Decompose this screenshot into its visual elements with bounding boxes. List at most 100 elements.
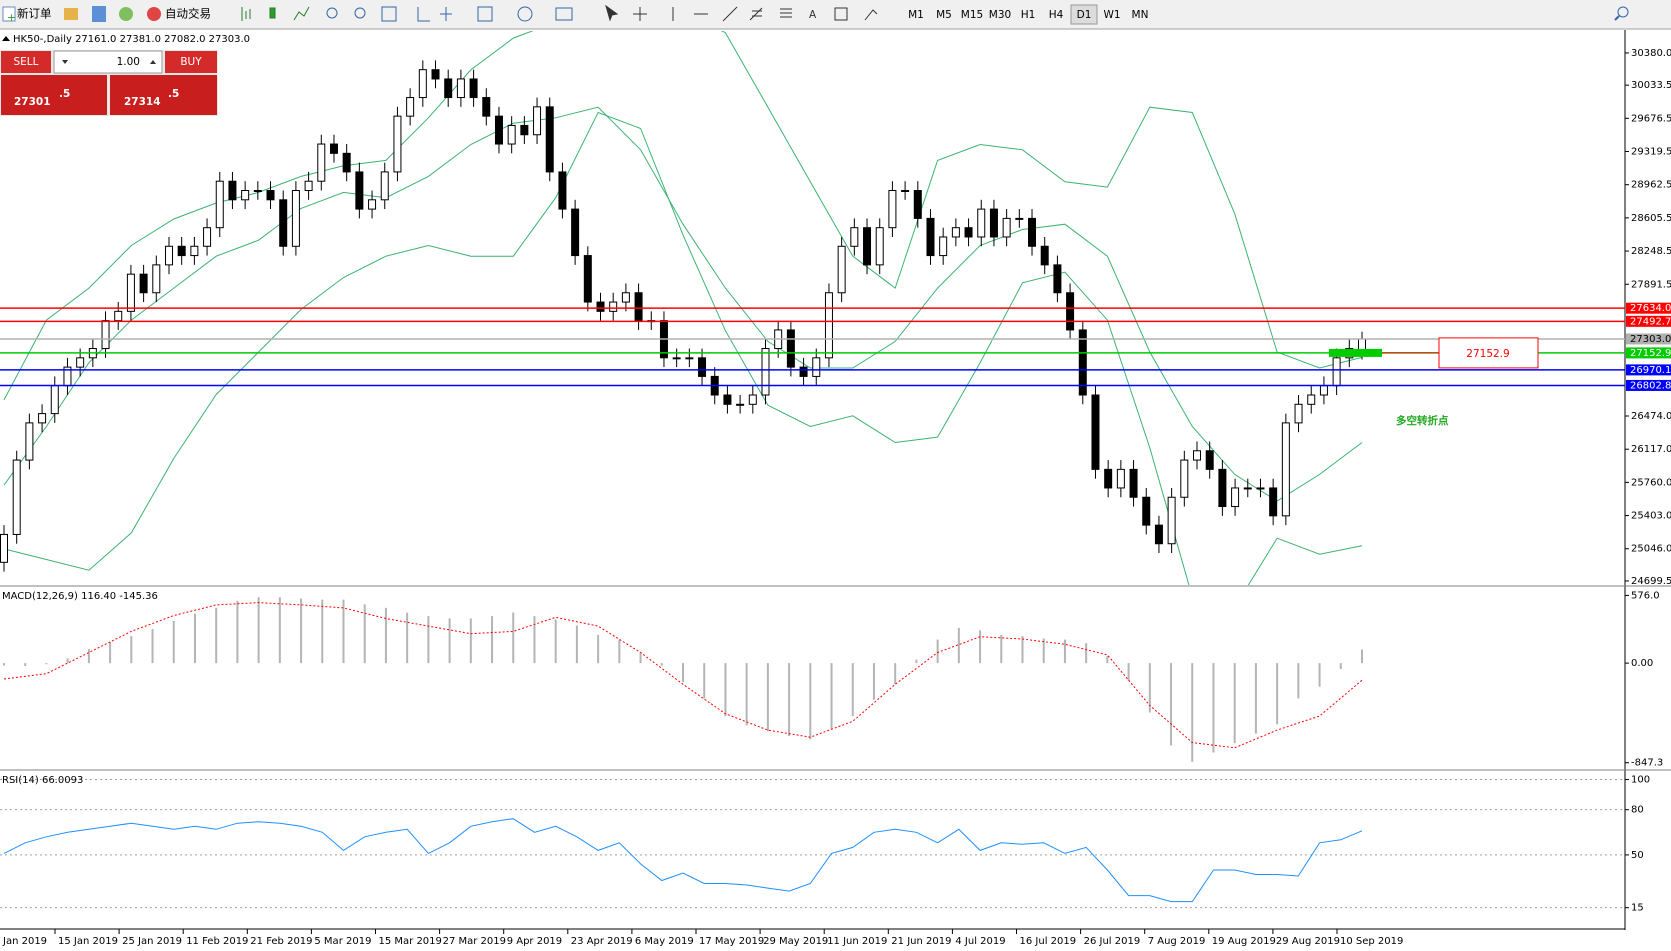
level-label-bg: [1626, 333, 1671, 345]
channel-icon[interactable]: [780, 8, 792, 18]
icon[interactable]: [241, 7, 251, 21]
timeframe-button[interactable]: D1: [1077, 9, 1092, 21]
icon[interactable]: [326, 7, 338, 19]
icon[interactable]: [381, 6, 397, 22]
candle-body: [1332, 357, 1341, 387]
x-tick-label: 23 Apr 2019: [571, 936, 633, 947]
trendline-icon[interactable]: [722, 6, 738, 22]
chart-title: HK50-,Daily 27161.0 27381.0 27082.0 2730…: [13, 34, 250, 45]
buy-button[interactable]: [165, 51, 217, 73]
x-tick-label: 6 May 2019: [635, 936, 694, 947]
icon[interactable]: [92, 6, 106, 22]
timeframe-button[interactable]: W1: [1103, 9, 1120, 21]
zoom-icons: [326, 6, 573, 22]
candle-body: [177, 245, 186, 257]
bollinger-lower: [3, 111, 1363, 585]
icon[interactable]: [269, 7, 276, 19]
level-label: 27492.7: [1630, 316, 1671, 327]
x-tick-label: 10 Sep 2019: [1340, 936, 1403, 947]
timeframe-button[interactable]: MN: [1132, 9, 1149, 21]
x-tick-label: 26 Jul 2019: [1084, 936, 1141, 947]
lot-input[interactable]: [53, 50, 163, 74]
candle-body: [533, 106, 542, 136]
candle-body: [203, 227, 212, 247]
icon[interactable]: [293, 6, 310, 21]
x-tick-label: 16 Jul 2019: [1020, 936, 1077, 947]
y-tick-label: 80: [1631, 805, 1644, 816]
candle-body: [558, 171, 567, 210]
x-tick-label: 29 May 2019: [763, 936, 828, 947]
candle-body: [456, 78, 465, 99]
candle-body: [989, 208, 998, 238]
icon[interactable]: [417, 7, 452, 22]
callout-box: [1438, 337, 1539, 369]
candle-body: [1193, 450, 1202, 461]
auto-trading-button[interactable]: 自动交易: [147, 7, 211, 22]
label-icon[interactable]: [834, 7, 848, 21]
candle-body: [1066, 292, 1075, 331]
candle-body: [241, 190, 250, 201]
text-icon[interactable]: A: [809, 9, 817, 21]
level-label: 27152.9: [1630, 348, 1671, 359]
icon[interactable]: [354, 7, 366, 19]
timeframe-button[interactable]: M1: [908, 9, 924, 21]
macd-title: MACD(12,26,9) 116.40 -145.36: [2, 591, 158, 602]
candle-body: [1231, 487, 1240, 508]
candle-body: [837, 245, 846, 294]
candle-body: [888, 190, 897, 229]
y-tick-label: 26117.0: [1631, 444, 1671, 455]
icon[interactable]: [555, 7, 573, 21]
timeframe-button[interactable]: H4: [1049, 9, 1064, 21]
candle-body: [253, 190, 262, 193]
fibo-icon[interactable]: [749, 7, 763, 21]
candle-body: [596, 301, 605, 312]
icon[interactable]: [64, 8, 78, 20]
ask-box[interactable]: [110, 75, 217, 115]
lot-down[interactable]: [62, 60, 68, 64]
candle-body: [939, 236, 948, 257]
candle-body: [1129, 468, 1138, 498]
lot-up[interactable]: [150, 60, 156, 64]
new-order-button[interactable]: + 新订单: [2, 6, 52, 25]
candle-body: [1028, 217, 1037, 247]
candle-body: [926, 217, 935, 257]
crosshair-icon[interactable]: [633, 7, 647, 21]
icon[interactable]: [517, 6, 533, 22]
icon[interactable]: [119, 7, 133, 21]
x-tick-label: 4 Jul 2019: [955, 936, 1005, 947]
cursor-icon[interactable]: [605, 4, 619, 22]
candle-body: [279, 199, 288, 247]
candle-body: [101, 320, 110, 350]
candle-body: [482, 97, 491, 117]
timeframe-button[interactable]: M15: [961, 9, 983, 21]
candle-body: [1078, 329, 1087, 396]
candle-body: [469, 78, 478, 99]
bid-box[interactable]: [1, 75, 107, 115]
sell-button[interactable]: [1, 51, 51, 73]
x-tick-label: 21 Feb 2019: [250, 936, 312, 947]
candle-body: [1218, 468, 1227, 508]
candle-body: [0, 533, 8, 563]
arrows-icon[interactable]: [864, 9, 878, 21]
timeframe-button[interactable]: M5: [936, 9, 952, 21]
timeframe-button[interactable]: H1: [1021, 9, 1036, 21]
candle-body: [1281, 422, 1290, 517]
candle-body: [418, 69, 427, 99]
candle-body: [444, 78, 453, 99]
candle-body: [1180, 459, 1189, 498]
level-marker: [1329, 348, 1382, 357]
icon[interactable]: [477, 6, 493, 22]
y-tick-label: 27891.5: [1631, 279, 1671, 290]
y-tick-label: 15: [1631, 903, 1644, 914]
x-tick-label: Jan 2019: [2, 936, 47, 947]
candle-body: [1294, 403, 1303, 424]
trade-panel: SELL 1.00 BUY 27301 .5 27314 .5: [0, 50, 218, 116]
candle-body: [1154, 524, 1163, 545]
candle-body: [406, 97, 415, 117]
candle-body: [609, 301, 618, 312]
x-tick-label: 11 Jun 2019: [827, 936, 887, 947]
timeframe-button[interactable]: M30: [989, 9, 1011, 21]
x-tick-label: 17 May 2019: [699, 936, 764, 947]
search-icon[interactable]: [1614, 6, 1629, 21]
